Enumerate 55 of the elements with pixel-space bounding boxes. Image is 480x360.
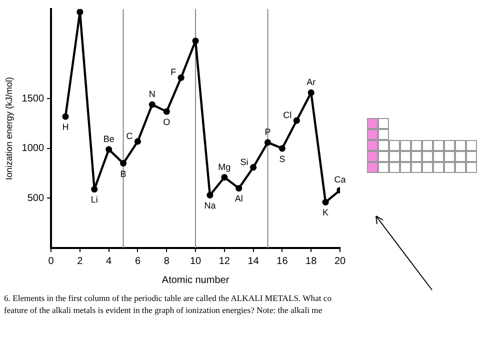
annotation: Na <box>204 200 216 211</box>
annotation: Li <box>90 194 98 205</box>
point <box>106 146 112 153</box>
x-axis-title: Atomic number <box>162 274 230 286</box>
annotation: N <box>148 89 156 100</box>
x-tick-label: 8 <box>164 256 170 267</box>
annotation: K <box>322 208 329 218</box>
point <box>278 145 286 152</box>
x-tick-label: 2 <box>77 256 84 267</box>
point <box>192 38 199 44</box>
annotation: O <box>163 117 170 128</box>
point <box>308 89 314 96</box>
annotation: Ar <box>306 77 316 88</box>
point <box>250 164 257 171</box>
annotation: Ca <box>334 174 346 185</box>
y-axis-title: Ionization energy (kJ/mol) <box>4 76 14 180</box>
x-tick-label: 12 <box>218 256 230 267</box>
point <box>134 138 142 145</box>
point <box>293 117 300 124</box>
point <box>178 74 184 82</box>
y-tick-label: 500 <box>27 192 44 204</box>
y-tick-label: 1000 <box>22 143 44 154</box>
point <box>148 101 156 108</box>
x-tick-label: 10 <box>190 256 202 267</box>
point <box>221 174 228 181</box>
annotation: B <box>120 168 126 179</box>
annotation: Cl <box>283 110 292 120</box>
annotation: S <box>279 154 286 164</box>
text: 6. Elements in the first column of the periodic table are called the ALKALI METALS. What co <box>4 292 333 304</box>
x-tick-label: 4 <box>106 256 112 267</box>
x-tick-label: 20 <box>334 256 346 267</box>
point <box>120 160 127 167</box>
annotation: C <box>126 130 134 141</box>
y-tick-label: 1500 <box>22 93 44 104</box>
point <box>236 184 242 192</box>
point <box>163 108 170 115</box>
point <box>91 186 98 193</box>
text: feature of the alkali metals is evident in the graph of ionization energies? Note: the alkali me <box>4 304 324 316</box>
x-tick-label: 18 <box>306 256 318 267</box>
annotation: Si <box>240 156 248 167</box>
annotation: Mg <box>218 162 231 172</box>
point <box>76 9 84 16</box>
annotation: Al <box>234 194 243 204</box>
annotation: H <box>62 122 69 132</box>
x-tick-label: 0 <box>48 256 54 267</box>
annotation: F <box>170 67 177 78</box>
x-tick-label: 16 <box>276 256 288 267</box>
point <box>264 139 272 146</box>
point <box>206 192 214 199</box>
point <box>322 198 329 206</box>
x-tick-label: 14 <box>248 256 260 267</box>
x-tick-label: 6 <box>134 256 141 267</box>
point <box>62 113 69 120</box>
annotation: P <box>264 126 271 137</box>
annotation: Be <box>103 134 114 144</box>
